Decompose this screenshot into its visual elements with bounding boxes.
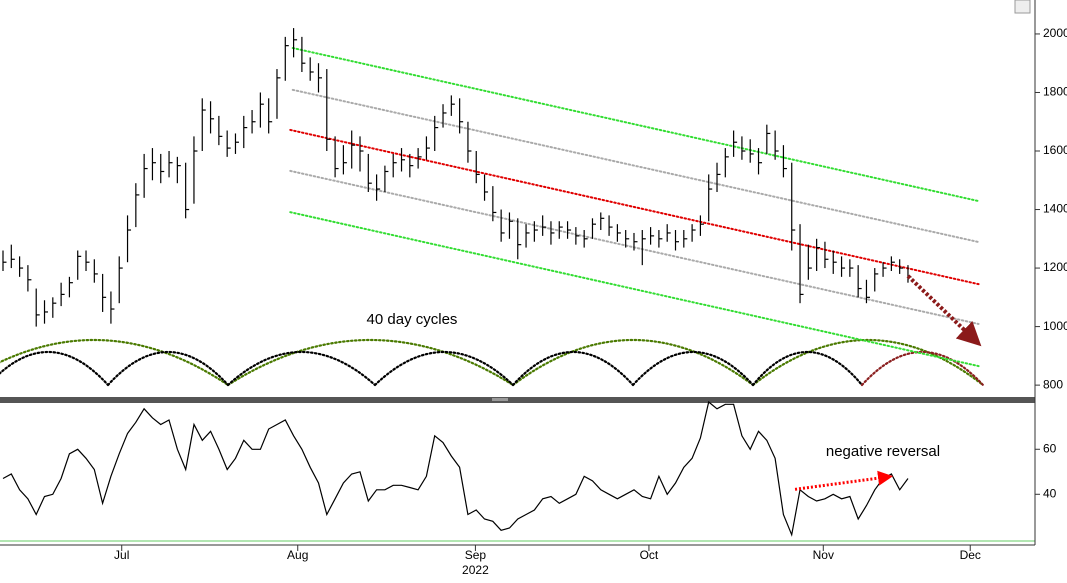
y-tick-label: 60	[1043, 441, 1057, 455]
x-tick-label: Sep	[465, 548, 487, 562]
x-tick-label: Dec	[960, 548, 981, 562]
y-tick-label: 1600	[1043, 143, 1067, 157]
annotation-text: 40 day cycles	[367, 311, 458, 328]
annotation-text: negative reversal	[826, 443, 940, 460]
y-tick-label: 1200	[1043, 260, 1067, 274]
channel-line	[289, 211, 980, 368]
x-tick-label: Oct	[640, 548, 659, 562]
oscillator-line	[2, 400, 909, 537]
black-cycle-arc	[0, 350, 864, 387]
channel-line	[289, 128, 980, 286]
y-tick-label: 1000	[1043, 319, 1067, 333]
x-tick-label: Aug	[287, 548, 308, 562]
x-tick-label: Nov	[813, 548, 834, 562]
y-tick-label: 40	[1043, 486, 1057, 500]
x-tick-label: Jul	[114, 548, 129, 562]
channel-line	[291, 88, 980, 244]
y-tick-label: 1400	[1043, 202, 1067, 216]
pane-icon[interactable]	[1014, 0, 1031, 14]
green-cycle-arc	[0, 338, 985, 387]
y-tick-label: 2000	[1043, 26, 1067, 40]
separator-handle[interactable]	[492, 398, 508, 401]
cycle-arcs	[0, 338, 985, 387]
y-tick-label: 800	[1043, 377, 1063, 391]
channel-line	[291, 46, 980, 203]
x-axis-label: 2022	[462, 563, 489, 577]
annotation-arrow	[906, 274, 982, 347]
annotation-arrow	[794, 470, 893, 491]
pane-separator[interactable]	[0, 397, 1035, 403]
y-tick-label: 1800	[1043, 85, 1067, 99]
red-cycle-arc	[860, 351, 985, 387]
